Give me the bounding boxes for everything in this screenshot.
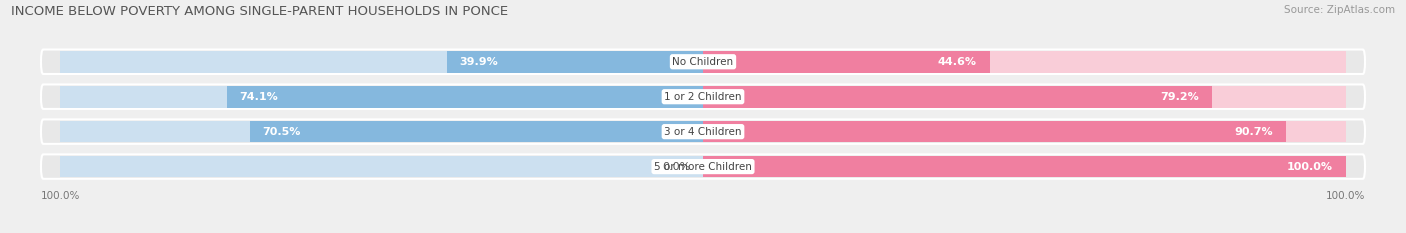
Bar — [703, 51, 1346, 73]
Bar — [703, 121, 1286, 142]
FancyBboxPatch shape — [41, 119, 1365, 144]
Text: INCOME BELOW POVERTY AMONG SINGLE-PARENT HOUSEHOLDS IN PONCE: INCOME BELOW POVERTY AMONG SINGLE-PARENT… — [11, 5, 509, 18]
Text: No Children: No Children — [672, 57, 734, 67]
Bar — [60, 86, 703, 108]
Bar — [447, 51, 703, 73]
Bar — [60, 121, 703, 142]
FancyBboxPatch shape — [41, 85, 1365, 109]
Bar — [226, 86, 703, 108]
Text: 1 or 2 Children: 1 or 2 Children — [664, 92, 742, 102]
Text: Source: ZipAtlas.com: Source: ZipAtlas.com — [1284, 5, 1395, 15]
Text: 39.9%: 39.9% — [460, 57, 498, 67]
Bar — [703, 86, 1346, 108]
FancyBboxPatch shape — [41, 50, 1365, 74]
Text: 5 or more Children: 5 or more Children — [654, 162, 752, 171]
FancyBboxPatch shape — [41, 154, 1365, 179]
Text: 100.0%: 100.0% — [1286, 162, 1333, 171]
Bar — [60, 51, 703, 73]
Text: 3 or 4 Children: 3 or 4 Children — [664, 127, 742, 137]
Bar — [250, 121, 703, 142]
Bar — [60, 156, 703, 178]
Text: 74.1%: 74.1% — [239, 92, 278, 102]
Bar — [703, 51, 990, 73]
Text: 90.7%: 90.7% — [1234, 127, 1272, 137]
Bar — [703, 156, 1346, 178]
Text: 44.6%: 44.6% — [938, 57, 977, 67]
Bar — [703, 86, 1212, 108]
Bar — [703, 121, 1346, 142]
Text: 79.2%: 79.2% — [1160, 92, 1199, 102]
Bar — [703, 156, 1346, 178]
Text: 0.0%: 0.0% — [662, 162, 690, 171]
Text: 100.0%: 100.0% — [1326, 191, 1365, 201]
Text: 100.0%: 100.0% — [41, 191, 80, 201]
Text: 70.5%: 70.5% — [263, 127, 301, 137]
